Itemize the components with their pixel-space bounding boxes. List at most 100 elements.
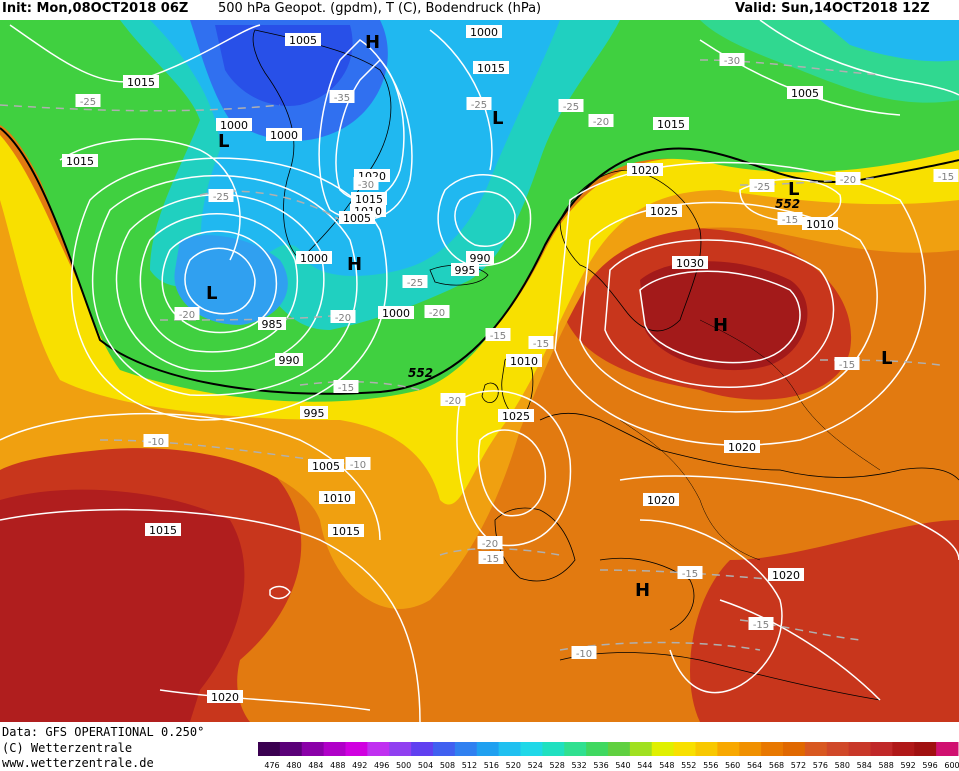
isotherm-label: -20 <box>445 396 461 407</box>
isotherm-label: -20 <box>335 313 351 324</box>
isobar-label-bg <box>506 354 542 367</box>
isobar-label: 1020 <box>728 441 756 454</box>
isotherm-label-bg <box>329 90 355 103</box>
isotherm-label-bg <box>588 114 614 127</box>
high-centre: H <box>713 315 728 336</box>
isotherm-label-bg <box>478 551 504 564</box>
isobar-label-bg <box>266 128 302 141</box>
isotherm-label-bg <box>402 275 428 288</box>
isobar-label: 1000 <box>470 26 498 39</box>
colorbar-tick-label: 508 <box>440 761 455 770</box>
colorbar-tick-label: 520 <box>506 761 521 770</box>
isobar-label: 1015 <box>332 525 360 538</box>
colorbar-swatch <box>892 742 915 756</box>
colorbar-tick-label: 504 <box>418 761 433 770</box>
isobar-label-bg <box>473 61 509 74</box>
isotherm-label: -10 <box>576 649 592 660</box>
high-centre: H <box>635 580 650 601</box>
colorbar-tick-label: 488 <box>330 761 345 770</box>
valid-time-label: Valid: Sun,14OCT2018 12Z <box>735 1 930 16</box>
isobar-label-bg <box>308 459 344 472</box>
isobar-label-bg <box>300 406 328 419</box>
colorbar-tick-label: 476 <box>264 761 279 770</box>
colorbar-tick-label: 556 <box>703 761 718 770</box>
colorbar-tick-label: 492 <box>352 761 367 770</box>
colorbar-swatch <box>914 742 937 756</box>
isotherm-label-bg <box>485 328 511 341</box>
copyright-label: (C) Wetterzentrale <box>2 741 133 755</box>
isotherm-labels: -25 -35 -25 -25 -20 -25 -30 -25 -20 -15 -15 -15 -20 -… <box>75 53 959 660</box>
isobar-label: 1015 <box>149 524 177 537</box>
isobar-label-bg <box>466 251 494 264</box>
colorbar-swatch <box>498 742 521 756</box>
colorbar-tick-label: 552 <box>681 761 696 770</box>
colorbar-swatch <box>564 742 587 756</box>
isobar-label: 1010 <box>510 355 538 368</box>
isobar-label-bg <box>653 117 689 130</box>
high-centre: H <box>365 32 380 53</box>
isobar-label: 995 <box>304 407 325 420</box>
isobar-label-bg <box>62 154 98 167</box>
colorbar-tick-label: 560 <box>725 761 740 770</box>
isotherm-label-bg <box>174 307 200 320</box>
isobar-label-bg <box>466 25 502 38</box>
colorbar-swatch <box>870 742 893 756</box>
colorbar-swatch <box>586 742 609 756</box>
isobar-label-bg <box>802 217 838 230</box>
colorbar-swatch <box>345 742 368 756</box>
colorbar-tick-label: 584 <box>857 761 872 770</box>
isobar-label-bg <box>646 204 682 217</box>
isotherm-label: -15 <box>938 172 954 183</box>
field-lightblue-low <box>174 235 288 325</box>
isotherm-label-bg <box>677 566 703 579</box>
isobar-labels: 1005 1015 1000 1000 1020 1015 1010 1005 1000 985 9… <box>62 25 838 704</box>
isotherm-label: -15 <box>782 215 798 226</box>
isotherm-label-bg <box>748 617 774 630</box>
colorbar-swatch <box>936 742 959 756</box>
isobar-label-bg <box>123 75 159 88</box>
isobar-label: 1015 <box>66 155 94 168</box>
contour-552-label: 552 <box>775 197 800 211</box>
isobar-label: 1025 <box>502 410 530 423</box>
colorbar-swatch <box>520 742 543 756</box>
isotherm-label: -15 <box>483 554 499 565</box>
colorbar-tick-label: 588 <box>879 761 894 770</box>
isotherm-label: -20 <box>593 117 609 128</box>
isotherm-label: -10 <box>350 460 366 471</box>
low-centre: L <box>881 348 892 369</box>
colorbar-tick-label: 528 <box>550 761 565 770</box>
isotherm-label-bg <box>558 99 584 112</box>
field-darkred-sw <box>0 489 245 722</box>
website-label: www.wetterzentrale.de <box>2 756 154 770</box>
isotherm-label: -15 <box>490 331 506 342</box>
isotherm-label: -25 <box>80 97 96 108</box>
colorbar-swatch <box>476 742 500 756</box>
isotherm-label: -25 <box>754 182 770 193</box>
isotherm-label-bg <box>353 177 379 190</box>
isotherm-label: -15 <box>839 360 855 371</box>
field-yellow <box>0 135 959 505</box>
isobar-label: 1015 <box>477 62 505 75</box>
isotherm-label: -25 <box>471 100 487 111</box>
isobar-label-bg <box>768 568 804 581</box>
isotherm-label-bg <box>333 380 359 393</box>
isotherm-label-bg <box>330 310 356 323</box>
isobar-label: 1000 <box>270 129 298 142</box>
isobar-label: 1015 <box>127 76 155 89</box>
colorbar-tick-label: 532 <box>571 761 586 770</box>
isotherm-label-bg <box>440 393 466 406</box>
isotherm-label: -15 <box>338 383 354 394</box>
colorbar-swatch <box>542 742 565 756</box>
low-centre: L <box>492 108 503 129</box>
colorbar-swatch <box>717 742 740 756</box>
colorbar-swatch <box>608 742 631 756</box>
isotherm-label-bg <box>477 536 503 549</box>
isobar-label: 1015 <box>355 193 383 206</box>
isobar-label-bg <box>672 256 708 269</box>
colorbar-swatch <box>848 742 871 756</box>
isotherm-label: -30 <box>724 56 740 67</box>
weather-map: 552 552 <box>0 20 959 722</box>
isotherm-label: -15 <box>533 339 549 350</box>
isotherm-label: -15 <box>753 620 769 631</box>
isotherm-label-bg <box>571 646 597 659</box>
